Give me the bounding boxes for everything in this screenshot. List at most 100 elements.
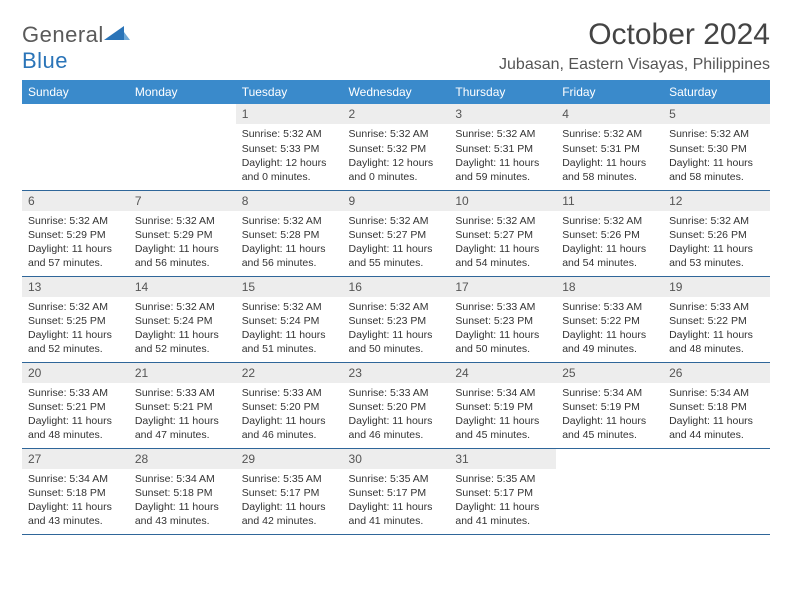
daylight-text: Daylight: 11 hours and 54 minutes. xyxy=(562,242,657,270)
day-number: 11 xyxy=(556,191,663,211)
day-number: 8 xyxy=(236,191,343,211)
sunset-text: Sunset: 5:26 PM xyxy=(669,228,764,242)
calendar-cell: 14Sunrise: 5:32 AMSunset: 5:24 PMDayligh… xyxy=(129,276,236,362)
sunrise-text: Sunrise: 5:34 AM xyxy=(28,472,123,486)
day-number: 31 xyxy=(449,449,556,469)
day-number: 29 xyxy=(236,449,343,469)
calendar-cell: 23Sunrise: 5:33 AMSunset: 5:20 PMDayligh… xyxy=(343,362,450,448)
daylight-text: Daylight: 11 hours and 46 minutes. xyxy=(242,414,337,442)
calendar-table: SundayMondayTuesdayWednesdayThursdayFrid… xyxy=(22,80,770,535)
cell-body: Sunrise: 5:32 AMSunset: 5:32 PMDaylight:… xyxy=(343,124,450,188)
cell-body: Sunrise: 5:35 AMSunset: 5:17 PMDaylight:… xyxy=(236,469,343,533)
empty-cell xyxy=(129,104,236,124)
daylight-text: Daylight: 11 hours and 44 minutes. xyxy=(669,414,764,442)
calendar-cell: 18Sunrise: 5:33 AMSunset: 5:22 PMDayligh… xyxy=(556,276,663,362)
calendar-cell: 20 Sunrise: 5:33 AMSunset: 5:21 PMDayligh… xyxy=(22,362,129,448)
cell-body: Sunrise: 5:32 AMSunset: 5:27 PMDaylight:… xyxy=(449,211,556,275)
daylight-text: Daylight: 11 hours and 54 minutes. xyxy=(455,242,550,270)
day-number: 1 xyxy=(236,104,343,124)
daylight-text: Daylight: 12 hours and 0 minutes. xyxy=(242,156,337,184)
day-number: 2 xyxy=(343,104,450,124)
sunrise-text: Sunrise: 5:35 AM xyxy=(349,472,444,486)
sunrise-text: Sunrise: 5:35 AM xyxy=(455,472,550,486)
sunrise-text: Sunrise: 5:33 AM xyxy=(455,300,550,314)
day-number: 21 xyxy=(129,363,236,383)
calendar-cell: 17Sunrise: 5:33 AMSunset: 5:23 PMDayligh… xyxy=(449,276,556,362)
cell-body: Sunrise: 5:35 AMSunset: 5:17 PMDaylight:… xyxy=(449,469,556,533)
sunrise-text: Sunrise: 5:33 AM xyxy=(242,386,337,400)
daylight-text: Daylight: 11 hours and 49 minutes. xyxy=(562,328,657,356)
day-number: 18 xyxy=(556,277,663,297)
daylight-text: Daylight: 11 hours and 59 minutes. xyxy=(455,156,550,184)
sunrise-text: Sunrise: 5:32 AM xyxy=(562,214,657,228)
sunrise-text: Sunrise: 5:32 AM xyxy=(349,127,444,141)
logo-text-blue: Blue xyxy=(22,48,68,73)
cell-body: Sunrise: 5:33 AMSunset: 5:22 PMDaylight:… xyxy=(663,297,770,361)
cell-body: Sunrise: 5:32 AMSunset: 5:33 PMDaylight:… xyxy=(236,124,343,188)
calendar-cell: 29Sunrise: 5:35 AMSunset: 5:17 PMDayligh… xyxy=(236,448,343,534)
sunrise-text: Sunrise: 5:32 AM xyxy=(242,214,337,228)
sunset-text: Sunset: 5:27 PM xyxy=(455,228,550,242)
calendar-cell: 19Sunrise: 5:33 AMSunset: 5:22 PMDayligh… xyxy=(663,276,770,362)
sunrise-text: Sunrise: 5:33 AM xyxy=(562,300,657,314)
sunset-text: Sunset: 5:27 PM xyxy=(349,228,444,242)
calendar-week-row: 1Sunrise: 5:32 AMSunset: 5:33 PMDaylight… xyxy=(22,104,770,190)
daylight-text: Daylight: 11 hours and 45 minutes. xyxy=(455,414,550,442)
calendar-cell: 31Sunrise: 5:35 AMSunset: 5:17 PMDayligh… xyxy=(449,448,556,534)
daylight-text: Daylight: 11 hours and 57 minutes. xyxy=(28,242,123,270)
empty-cell xyxy=(22,104,129,124)
day-number: 20 xyxy=(22,363,129,383)
sunset-text: Sunset: 5:25 PM xyxy=(28,314,123,328)
title-block: October 2024 Jubasan, Eastern Visayas, P… xyxy=(499,18,770,74)
calendar-cell: 24Sunrise: 5:34 AMSunset: 5:19 PMDayligh… xyxy=(449,362,556,448)
day-header: Thursday xyxy=(449,80,556,104)
sunset-text: Sunset: 5:24 PM xyxy=(242,314,337,328)
sunset-text: Sunset: 5:21 PM xyxy=(28,400,123,414)
calendar-cell: 10Sunrise: 5:32 AMSunset: 5:27 PMDayligh… xyxy=(449,190,556,276)
sunset-text: Sunset: 5:23 PM xyxy=(349,314,444,328)
sunrise-text: Sunrise: 5:33 AM xyxy=(349,386,444,400)
daylight-text: Daylight: 11 hours and 48 minutes. xyxy=(28,414,123,442)
calendar-cell: 22Sunrise: 5:33 AMSunset: 5:20 PMDayligh… xyxy=(236,362,343,448)
sunrise-text: Sunrise: 5:34 AM xyxy=(455,386,550,400)
cell-body: Sunrise: 5:32 AMSunset: 5:29 PMDaylight:… xyxy=(129,211,236,275)
day-number: 7 xyxy=(129,191,236,211)
sunrise-text: Sunrise: 5:32 AM xyxy=(562,127,657,141)
logo-text: General Blue xyxy=(22,22,130,74)
cell-body: Sunrise: 5:32 AMSunset: 5:30 PMDaylight:… xyxy=(663,124,770,188)
day-number: 17 xyxy=(449,277,556,297)
sunrise-text: Sunrise: 5:33 AM xyxy=(28,386,123,400)
month-title: October 2024 xyxy=(499,18,770,52)
header: General Blue October 2024 Jubasan, Easte… xyxy=(22,18,770,74)
sunrise-text: Sunrise: 5:32 AM xyxy=(242,127,337,141)
sunrise-text: Sunrise: 5:32 AM xyxy=(28,300,123,314)
sunset-text: Sunset: 5:23 PM xyxy=(455,314,550,328)
calendar-cell: 21Sunrise: 5:33 AMSunset: 5:21 PMDayligh… xyxy=(129,362,236,448)
cell-body: Sunrise: 5:34 AMSunset: 5:19 PMDaylight:… xyxy=(449,383,556,447)
empty-cell xyxy=(663,449,770,469)
sunset-text: Sunset: 5:22 PM xyxy=(669,314,764,328)
daylight-text: Daylight: 11 hours and 43 minutes. xyxy=(28,500,123,528)
calendar-cell: 25Sunrise: 5:34 AMSunset: 5:19 PMDayligh… xyxy=(556,362,663,448)
day-number: 16 xyxy=(343,277,450,297)
day-number: 23 xyxy=(343,363,450,383)
calendar-body: 1Sunrise: 5:32 AMSunset: 5:33 PMDaylight… xyxy=(22,104,770,534)
daylight-text: Daylight: 11 hours and 41 minutes. xyxy=(455,500,550,528)
daylight-text: Daylight: 11 hours and 45 minutes. xyxy=(562,414,657,442)
daylight-text: Daylight: 11 hours and 56 minutes. xyxy=(135,242,230,270)
calendar-cell xyxy=(663,448,770,534)
day-number: 3 xyxy=(449,104,556,124)
calendar-cell: 1Sunrise: 5:32 AMSunset: 5:33 PMDaylight… xyxy=(236,104,343,190)
sunset-text: Sunset: 5:32 PM xyxy=(349,142,444,156)
sunrise-text: Sunrise: 5:32 AM xyxy=(135,214,230,228)
cell-body: Sunrise: 5:33 AMSunset: 5:20 PMDaylight:… xyxy=(236,383,343,447)
sunrise-text: Sunrise: 5:32 AM xyxy=(455,127,550,141)
cell-body: Sunrise: 5:34 AMSunset: 5:19 PMDaylight:… xyxy=(556,383,663,447)
sunrise-text: Sunrise: 5:34 AM xyxy=(669,386,764,400)
daylight-text: Daylight: 11 hours and 51 minutes. xyxy=(242,328,337,356)
sunrise-text: Sunrise: 5:32 AM xyxy=(28,214,123,228)
empty-cell xyxy=(556,449,663,469)
day-number: 10 xyxy=(449,191,556,211)
sunrise-text: Sunrise: 5:32 AM xyxy=(349,300,444,314)
calendar-cell: 28Sunrise: 5:34 AMSunset: 5:18 PMDayligh… xyxy=(129,448,236,534)
